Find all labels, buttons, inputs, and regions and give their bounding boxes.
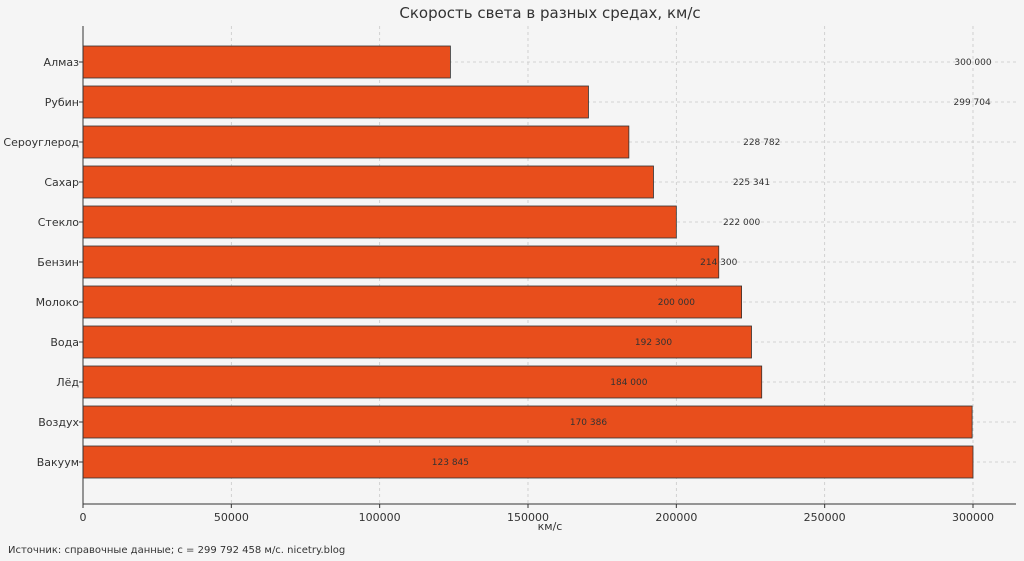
data-label: 170 386: [570, 418, 607, 428]
bar: [82, 165, 654, 199]
category-label-layer: Алмаз Рубин Сероуглерод Сахар Стекло Бензин Мо…: [3, 56, 79, 469]
bar: [82, 205, 677, 239]
category-label: Вакуум: [37, 456, 79, 469]
data-label: 299 704: [954, 98, 991, 108]
x-tick-label: 0: [80, 511, 87, 524]
data-label: 200 000: [658, 298, 695, 308]
bar: [82, 325, 752, 359]
category-label: Вода: [50, 336, 79, 349]
bar: [82, 405, 973, 439]
bar: [82, 85, 589, 119]
source-note: Источник: справочные данные; c = 299 792…: [8, 545, 345, 556]
data-label: 214 300: [700, 258, 737, 268]
category-label: Бензин: [37, 256, 79, 269]
x-tick-label: 200000: [655, 511, 697, 524]
bar: [82, 285, 742, 319]
data-label: 228 782: [743, 138, 780, 148]
category-label: Молоко: [36, 296, 80, 309]
x-tick-label: 300000: [952, 511, 994, 524]
data-label: 225 341: [733, 178, 770, 188]
data-label-layer: 300 000 299 704 228 782 225 341 222 000 214 3…: [432, 58, 992, 468]
category-label: Лёд: [56, 376, 79, 389]
x-axis-label: км/с: [538, 520, 563, 533]
x-tick-label: 50000: [214, 511, 249, 524]
category-label: Сероуглерод: [3, 136, 79, 149]
x-tick-label: 250000: [804, 511, 846, 524]
category-label: Алмаз: [44, 56, 80, 69]
bar: [82, 245, 720, 279]
x-tick-label: 100000: [359, 511, 401, 524]
data-label: 184 000: [610, 378, 647, 388]
category-label: Стекло: [38, 216, 80, 229]
x-tick-label: 150000: [507, 511, 549, 524]
x-tick-layer: 0 50000 100000 150000 200000 250000 300000: [79, 61, 994, 524]
bar: [82, 125, 630, 159]
data-label: 192 300: [635, 338, 672, 348]
category-label: Сахар: [44, 176, 79, 189]
bar: [82, 445, 974, 479]
category-label: Рубин: [45, 96, 79, 109]
data-label: 222 000: [723, 218, 760, 228]
chart-title: Скорость света в разных средах, км/с: [399, 4, 700, 22]
bar-layer: [82, 45, 974, 479]
data-label: 123 845: [432, 458, 469, 468]
bar: [82, 45, 451, 79]
category-label: Воздух: [38, 416, 79, 429]
bar: [82, 365, 763, 399]
data-label: 300 000: [954, 58, 991, 68]
